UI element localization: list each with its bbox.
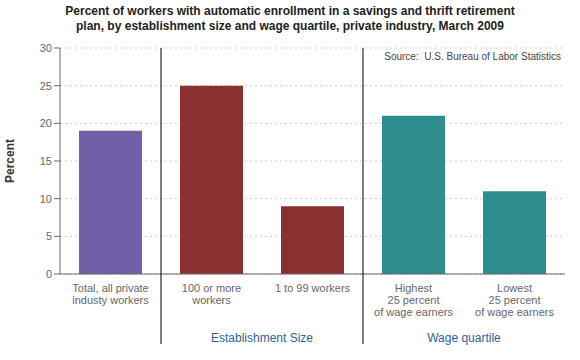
svg-text:1 to 99 workers: 1 to 99 workers bbox=[275, 282, 351, 294]
svg-text:5: 5 bbox=[46, 230, 52, 242]
svg-text:Lowest25 percentof wage earner: Lowest25 percentof wage earners bbox=[475, 282, 554, 318]
svg-text:25: 25 bbox=[40, 80, 52, 92]
svg-text:100 or moreworkers: 100 or moreworkers bbox=[182, 282, 241, 306]
html-text:plan, by establishment size an: plan, by establishment size and wage qua… bbox=[76, 19, 504, 33]
svg-text:0: 0 bbox=[46, 268, 52, 280]
html-text:Source: U.S. Bureau of Labor S: Source: U.S. Bureau of Labor Statistics bbox=[384, 51, 561, 62]
svg-text:15: 15 bbox=[40, 155, 52, 167]
svg-text:20: 20 bbox=[40, 117, 52, 129]
svg-text:Establishment Size: Establishment Size bbox=[211, 331, 313, 345]
svg-text:10: 10 bbox=[40, 193, 52, 205]
svg-text:Percent: Percent bbox=[8, 139, 17, 183]
svg-text:30: 30 bbox=[40, 42, 52, 54]
svg-text:Total, all privateindusty work: Total, all privateindusty workers bbox=[72, 282, 149, 306]
svg-text:Wage quartile: Wage quartile bbox=[427, 331, 501, 345]
html-text:Percent of workers with automa: Percent of workers with automatic enroll… bbox=[65, 4, 515, 18]
svg-text:Highest25 percentof wage earne: Highest25 percentof wage earners bbox=[374, 282, 453, 318]
